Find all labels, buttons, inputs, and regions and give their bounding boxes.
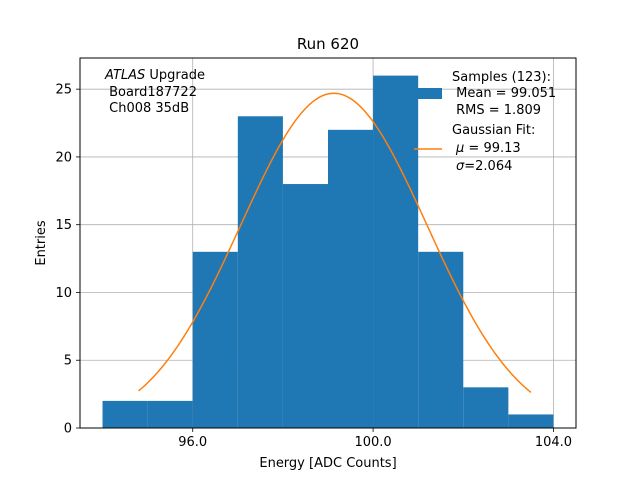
annotation-channel: Ch008 35dB: [105, 101, 189, 116]
axis-ticks: 96.0 100.0 104.0 0 5 10 15 20 25: [55, 83, 572, 450]
histogram-bar-7: [418, 251, 464, 428]
x-tick-label-1: 100.0: [354, 435, 391, 450]
mu-value: = 99.13: [464, 141, 520, 156]
mu-symbol: μ: [455, 141, 464, 156]
gaussian-fit-line: [138, 92, 532, 393]
histogram-bar-1: [147, 400, 193, 428]
histogram-bar-6: [373, 75, 419, 428]
upgrade-label: Upgrade: [145, 68, 205, 83]
histogram-bar-8: [463, 387, 509, 428]
annotation-board: Board187722: [105, 85, 197, 100]
histogram-bar-2: [192, 251, 238, 428]
histogram-bar-4: [282, 184, 328, 428]
chart-title: Run 620: [297, 35, 359, 53]
sigma-value: =2.064: [464, 159, 512, 174]
legend-samples-rms: RMS = 1.809: [452, 103, 541, 118]
histogram-bar-5: [328, 129, 374, 429]
y-tick-label-1: 5: [64, 354, 72, 369]
fit-layer: [138, 92, 532, 393]
x-tick-label-2: 104.0: [535, 435, 572, 450]
y-axis-title: Entries: [34, 220, 49, 266]
legend-fit-mu: μ = 99.13: [455, 141, 521, 156]
legend-samples-mean: Mean = 99.051: [452, 86, 556, 101]
plot-frame: [79, 57, 577, 429]
histogram-bar-0: [102, 400, 148, 428]
atlas-annotation: ATLAS Upgrade Board187722 Ch008 35dB: [104, 68, 205, 116]
y-tick-label-2: 10: [55, 286, 72, 301]
y-tick-label-4: 20: [55, 150, 72, 165]
annotation-line-1: ATLAS Upgrade: [104, 68, 205, 83]
x-tick-label-0: 96.0: [178, 435, 207, 450]
legend-samples-title: Samples (123):: [452, 70, 551, 85]
legend: Samples (123): Mean = 99.051 RMS = 1.809…: [414, 70, 556, 174]
y-tick-label-5: 25: [55, 83, 72, 98]
legend-fit-title: Gaussian Fit:: [452, 123, 535, 138]
y-tick-label-0: 0: [64, 422, 72, 437]
legend-fit-sigma: σ=2.064: [456, 159, 512, 174]
x-axis-title: Energy [ADC Counts]: [259, 456, 396, 471]
sigma-symbol: σ: [456, 159, 465, 174]
y-tick-label-3: 15: [55, 218, 72, 233]
histogram-bars: [102, 75, 554, 429]
legend-samples-swatch: [414, 88, 442, 99]
histogram-bar-9: [508, 414, 554, 428]
histogram-bar-3: [237, 116, 283, 429]
atlas-label: ATLAS: [104, 68, 145, 83]
